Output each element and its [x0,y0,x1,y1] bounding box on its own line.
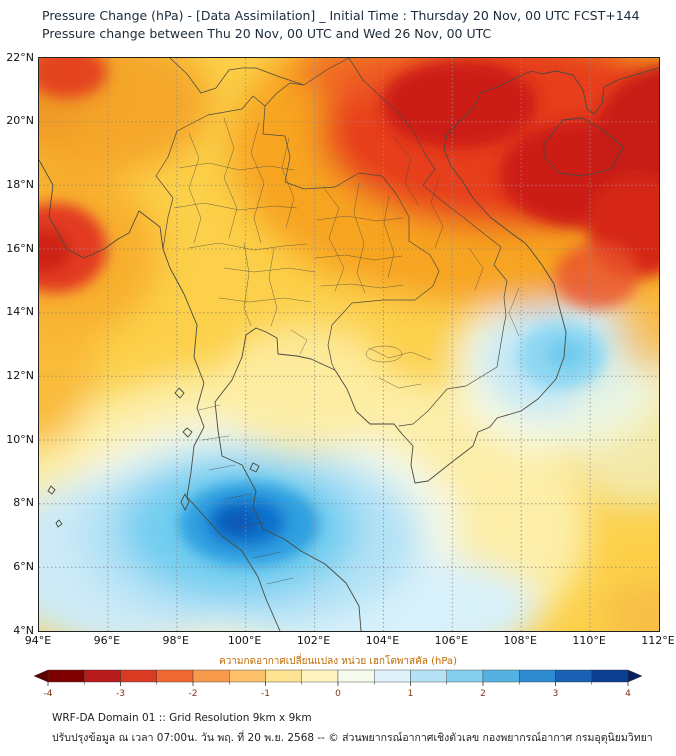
coastline-gulf-vietnam-china [214,67,659,631]
colorbar-left-arrow [33,669,49,683]
colorbar-segment [591,669,629,683]
x-axis-tick-label: 98°E [162,634,189,647]
map-plot-svg [39,58,659,631]
colorbar-segment [446,669,484,683]
map-plot-area [38,57,660,632]
x-axis-tick-label: 106°E [434,634,469,647]
title-line-1: Pressure Change (hPa) - [Data Assimilati… [42,8,640,23]
colorbar-segment [265,669,302,683]
y-axis-tick-label: 8°N [13,496,34,510]
colorbar-label: ความกดอากาศเปลี่ยนแปลง หน่วย เฮกโตพาสคัล… [219,656,457,667]
y-axis-tick-label: 18°N [6,177,34,191]
colorbar-segment [337,669,375,683]
y-axis-tick-label: 10°N [6,432,34,446]
colorbar-segment [156,669,194,683]
colorbar-tick-label: 1 [408,689,414,699]
x-axis-tick-label: 112°E [641,634,675,647]
footer-line-2: ปรับปรุงข้อมูล ณ เวลา 07:00น. วัน พฤ. ที… [52,732,653,744]
colorbar-segment [192,669,230,683]
x-axis-tick-label: 102°E [296,634,331,647]
y-axis-tick-label: 22°N [6,50,34,64]
colorbar-tick-label: 3 [553,689,559,699]
x-axis-tick-label: 96°E [93,634,121,647]
colorbar-segment [374,669,411,683]
admin-boundaries [173,117,520,585]
x-axis-tick-label: 104°E [365,634,400,647]
colorbar-segment [47,669,85,683]
colorbar: -4 -3 -2 -1 0 1 2 3 4 [33,669,643,699]
pressure-color-field [39,58,659,631]
colorbar-segment [482,669,520,683]
tonle-sap-lake-outline [365,345,403,363]
title-line-2: Pressure change between Thu 20 Nov, 00 U… [42,26,492,41]
y-axis-tick-label: 12°N [6,368,34,382]
colorbar-right-arrow [627,669,643,683]
pressure-color-field-cores [39,58,659,566]
colorbar-tick-label: -3 [116,689,125,699]
footer-line-1: WRF-DA Domain 01 :: Grid Resolution 9km … [52,712,312,724]
x-axis-tick-label: 100°E [227,634,262,647]
colorbar-tick-label: -1 [261,689,270,699]
colorbar-segment [84,669,121,683]
y-axis-tick-label: 4°N [13,623,34,637]
y-axis-tick-label: 16°N [6,241,34,255]
colorbar-segment [120,669,157,683]
x-axis-tick-label: 94°E [24,634,52,647]
coastline-west-peninsula [39,159,281,631]
colorbar-tick-label: 4 [625,689,631,699]
x-axis-tick-label: 110°E [572,634,606,647]
y-axis-tick-label: 6°N [13,559,34,573]
coastlines [39,58,659,631]
colorbar-tick-label: 2 [480,689,486,699]
colorbar-segment [301,669,339,683]
y-axis-tick-label: 14°N [6,305,34,319]
x-axis-tick-label: 108°E [503,634,537,647]
small-islands [47,387,260,528]
hainan-island-outline [543,117,624,177]
colorbar-segment [555,669,592,683]
colorbar-segment [519,669,556,683]
colorbar-segment [410,669,447,683]
colorbar-tick-label: 0 [335,689,341,699]
colorbar-tick-label: -2 [189,689,198,699]
colorbar-tick-label: -4 [44,689,53,699]
country-borders [155,58,508,427]
y-axis-tick-label: 20°N [6,114,34,128]
gridlines [39,58,659,631]
colorbar-segment [229,669,266,683]
